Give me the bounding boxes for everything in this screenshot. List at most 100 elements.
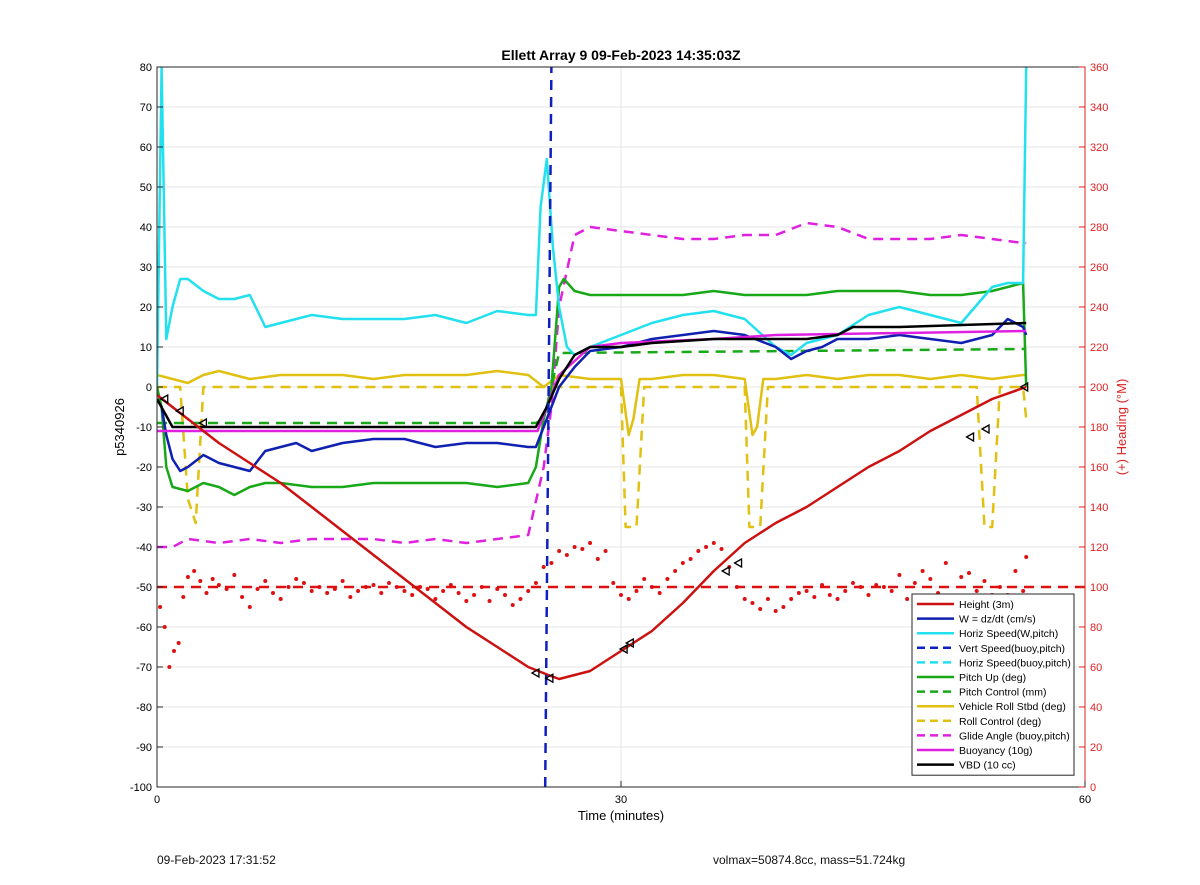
heading-point (588, 541, 593, 545)
y2-tick-label: 240 (1090, 302, 1108, 314)
y-tick-label: 30 (140, 262, 152, 274)
heading-point (317, 585, 322, 589)
traces (157, 67, 1085, 787)
heading-point (158, 605, 163, 609)
heading-point (541, 565, 546, 569)
x-axis-label: Time (minutes) (578, 808, 664, 823)
height-marker (159, 393, 169, 405)
heading-point (673, 569, 678, 573)
y-tick-label: 0 (146, 382, 152, 394)
y2-tick-label: 60 (1090, 662, 1102, 674)
heading-point (1013, 569, 1018, 573)
y-tick-label: 50 (140, 182, 152, 194)
footer-timestamp: 09-Feb-2023 17:31:52 (157, 853, 276, 867)
heading-point (572, 545, 577, 549)
heading-point (247, 605, 252, 609)
heading-point (696, 549, 701, 553)
heading-point (402, 589, 407, 593)
height-marker (720, 565, 730, 577)
heading-point (172, 649, 177, 653)
y-tick-label: -20 (136, 462, 152, 474)
series-line-9 (157, 221, 1027, 549)
heading-point (379, 591, 384, 595)
heading-point (167, 665, 172, 669)
heading-point (812, 595, 817, 599)
heading-point (943, 561, 948, 565)
heading-point (657, 591, 662, 595)
trace-group (157, 67, 1085, 787)
y2-tick-label: 160 (1090, 462, 1108, 474)
y-tick-label: 60 (140, 142, 152, 154)
series-line-11 (157, 321, 1027, 429)
heading-point (325, 591, 330, 595)
y-tick-label: -50 (136, 582, 152, 594)
heading-point (564, 553, 569, 557)
y2-tick-label: 80 (1090, 622, 1102, 634)
legend-label: Vert Speed(buoy,pitch) (959, 643, 1065, 655)
heading-point (851, 581, 855, 585)
series-line-8 (157, 385, 1028, 529)
heading-point (781, 605, 786, 609)
heading-point (897, 573, 902, 577)
heading-point (773, 609, 778, 613)
height-marker (174, 405, 184, 417)
y2-tick-label: 20 (1090, 742, 1102, 754)
heading-point (843, 589, 848, 593)
footer-stats: volmax=50874.8cc, mass=51.724kg (713, 853, 906, 867)
heading-point (642, 577, 647, 581)
series-line-7 (157, 369, 1027, 437)
y2-tick-label: 320 (1090, 142, 1108, 154)
y-tick-label: -40 (136, 542, 152, 554)
legend-label: Horiz Speed(buoy,pitch) (959, 657, 1071, 669)
heading-point (967, 571, 971, 575)
y-axis-label: p5340926 (112, 398, 127, 456)
heading-point (580, 547, 585, 551)
heading-point (371, 583, 376, 587)
height-marker (733, 557, 743, 569)
heading-point (688, 557, 693, 561)
heading-point (619, 593, 623, 597)
legend-label: Buoyancy (10g) (959, 745, 1033, 757)
heading-point (441, 589, 446, 593)
heading-point (820, 583, 825, 587)
heading-point (394, 585, 399, 589)
heading-point (804, 589, 809, 593)
heading-point (433, 597, 438, 601)
heading-point (680, 561, 685, 565)
x-tick-label: 0 (154, 794, 160, 806)
y-tick-label: 20 (140, 302, 152, 314)
height-marker (980, 423, 990, 435)
legend-label: Pitch Control (mm) (959, 687, 1047, 699)
y-tick-label: 10 (140, 342, 152, 354)
legend: Height (3m) W = dz/dt (cm/s) Horiz Speed(W… (911, 593, 1075, 776)
heading-point (263, 579, 268, 583)
heading-point (181, 595, 186, 599)
y2-tick-label: 280 (1090, 222, 1108, 234)
heading-point (479, 585, 484, 589)
y-tick-label: -30 (136, 502, 152, 514)
series-line-0 (157, 385, 1027, 681)
heading-point (495, 587, 500, 591)
series-line-1 (157, 317, 1028, 473)
heading-point (549, 561, 554, 565)
legend-label: Roll Control (deg) (959, 716, 1041, 728)
y2-tick-label: 200 (1090, 382, 1108, 394)
heading-point (533, 581, 538, 585)
y2-tick-label: 220 (1090, 342, 1108, 354)
heading-point (649, 585, 654, 589)
heading-point (1024, 555, 1029, 559)
x-tick-label: 30 (615, 794, 627, 806)
height-marker (624, 637, 634, 649)
heading-point (758, 607, 763, 611)
y2-tick-label: 100 (1090, 582, 1108, 594)
heading-point (704, 545, 709, 549)
heading-point (889, 589, 894, 593)
heading-point (348, 595, 353, 599)
heading-point (185, 575, 190, 579)
heading-point (611, 581, 616, 585)
heading-point (198, 579, 203, 583)
heading-point (240, 595, 245, 599)
y2-tick-label: 40 (1090, 702, 1102, 714)
heading-point (301, 581, 306, 585)
